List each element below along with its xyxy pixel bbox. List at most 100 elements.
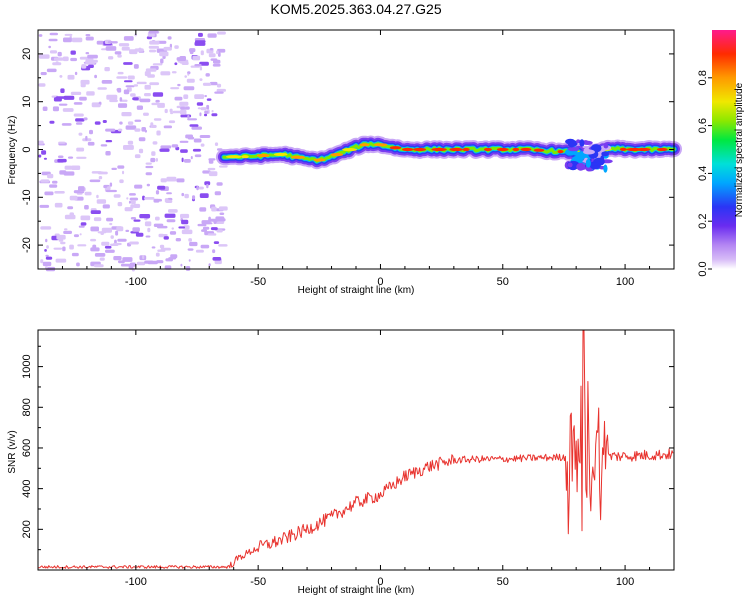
noise-speckle [150,122,154,127]
noise-speckle [110,235,114,239]
noise-speckle [148,30,159,34]
noise-speckle [209,81,218,86]
noise-speckle [186,78,195,83]
noise-speckle [59,75,63,78]
noise-speckle [38,154,42,158]
noise-speckle [58,103,68,106]
noise-speckle [213,241,220,244]
noise-speckle [96,40,104,45]
noise-speckle [176,57,183,61]
ridge-hotspot [389,146,402,150]
noise-speckle [180,213,190,219]
noise-speckle [145,172,152,176]
noise-speckle [183,86,195,91]
noise-speckle [134,154,141,159]
burst-blob [579,139,585,147]
ridge-hotspot [636,147,651,152]
noise-speckle [192,55,201,61]
noise-speckle [199,193,209,198]
noise-speckle [142,255,145,260]
noise-speckle [58,141,66,144]
burst-blob [567,162,573,168]
noise-speckle [142,195,145,201]
noise-speckle [101,241,110,246]
noise-speckle [197,223,207,227]
noise-speckle [152,63,163,66]
noise-speckle [116,76,128,79]
noise-speckle [85,52,90,55]
ridge-hotspot [557,150,564,154]
noise-speckle [41,150,47,155]
noise-speckle [134,184,143,189]
noise-speckle [187,115,190,119]
noise-speckle [201,229,207,232]
noise-speckle [47,173,54,179]
noise-speckle [104,67,110,72]
noise-speckle [123,89,130,95]
noise-speckle [132,97,139,101]
noise-speckle [62,246,66,252]
noise-speckle [208,216,211,221]
noise-speckle [144,197,155,200]
noise-speckle [80,83,86,88]
noise-speckle [87,141,95,146]
noise-speckle [144,129,147,133]
noise-speckle [118,260,125,264]
noise-speckle [153,198,160,203]
colorbar-tick-label: 0.4 [697,166,709,181]
noise-speckle [52,62,62,66]
noise-speckle [134,128,141,132]
noise-speckle [116,88,120,92]
noise-speckle [100,144,108,147]
noise-speckle [138,137,146,142]
noise-speckle [127,140,134,145]
noise-speckle [90,247,100,252]
snr-series-line [37,329,674,569]
noise-speckle [193,138,202,143]
snr-x-tick-label: 50 [497,576,509,588]
noise-speckle [143,112,149,116]
noise-speckle [129,49,138,55]
snr-x-tick-label: 100 [616,576,634,588]
noise-speckle [207,167,216,171]
spec-x-tick-label: 0 [377,276,383,288]
burst-blob [601,151,609,157]
burst-blob [567,139,576,148]
noise-speckle [187,73,190,76]
noise-speckle [160,247,171,251]
noise-speckle [188,238,192,242]
noise-speckle [121,112,132,117]
noise-speckle [219,165,228,168]
noise-speckle [63,171,75,176]
noise-speckle [67,74,75,80]
burst-blob [576,162,586,171]
burst-blob [603,164,608,173]
noise-speckle [180,149,188,153]
noise-speckle [208,171,218,177]
ridge-hotspot [359,143,370,147]
noise-speckle [44,249,47,252]
noise-speckle [52,180,58,184]
noise-speckle [213,219,217,224]
ridge-hotspot [273,152,288,156]
noise-speckle [208,53,216,58]
noise-speckle [215,216,225,221]
noise-speckle [60,241,66,245]
noise-speckle [90,238,97,242]
noise-speckle [46,245,49,249]
noise-speckle [133,203,141,208]
noise-speckle [83,117,88,121]
snr-y-axis-label: SNR (v/v) [7,430,18,473]
noise-speckle [64,33,73,36]
snr-y-tick-label: 400 [21,479,33,497]
noise-speckle [107,41,118,44]
noise-speckle [76,122,83,125]
noise-speckle [176,178,185,183]
noise-speckle [117,71,124,75]
noise-speckle [166,219,176,223]
noise-speckle [40,259,44,264]
noise-speckle [181,192,185,197]
spec-x-tick-label: -50 [250,276,266,288]
noise-speckle [169,108,173,113]
noise-speckle [105,46,117,51]
